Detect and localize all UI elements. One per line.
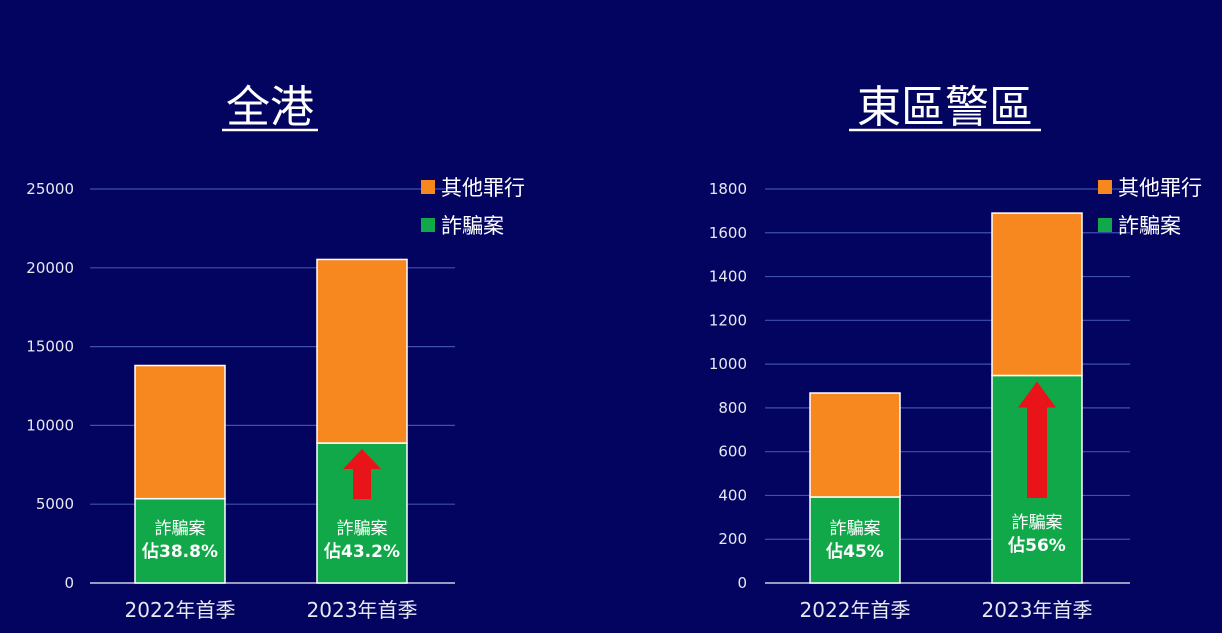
legend-swatch xyxy=(1098,218,1112,232)
chart-panel-hong-kong: 全港0500010000150002000025000詐騙案佔38.8%2022… xyxy=(26,82,525,622)
legend-swatch xyxy=(1098,180,1112,194)
y-tick-label: 400 xyxy=(718,486,747,504)
x-tick-label: 2022年首季 xyxy=(125,598,236,622)
y-tick-label: 800 xyxy=(718,399,747,417)
x-tick-label: 2023年首季 xyxy=(307,598,418,622)
y-tick-label: 10000 xyxy=(26,416,74,434)
legend-label: 詐騙案 xyxy=(441,214,504,238)
chart-title: 東區警區 xyxy=(857,82,1033,133)
y-tick-label: 5000 xyxy=(36,495,74,513)
y-tick-label: 1800 xyxy=(709,180,747,198)
bar-label-line2: 佔45% xyxy=(825,541,884,562)
legend-swatch xyxy=(421,218,435,232)
y-tick-label: 1600 xyxy=(709,224,747,242)
x-tick-label: 2023年首季 xyxy=(982,598,1093,622)
chart-panel-eastern-district: 東區警區 0 200 400 600 800 1000 1200 1400 1600 1800 詐騙案… xyxy=(709,82,1202,622)
y-tick-label: 600 xyxy=(718,443,747,461)
bar-label-line2: 佔56% xyxy=(1007,535,1066,556)
y-tick-label: 200 xyxy=(718,530,747,548)
up-arrow-icon xyxy=(1018,381,1056,498)
y-tick-label: 15000 xyxy=(26,338,74,356)
bar-fraud xyxy=(134,497,226,584)
bar-label-line1: 詐騙案 xyxy=(155,519,206,539)
bar-label-line2: 佔38.8% xyxy=(141,541,218,562)
up-arrow-icon xyxy=(343,449,381,500)
bar-label-line1: 詐騙案 xyxy=(1012,513,1063,533)
legend-swatch xyxy=(421,180,435,194)
y-tick-label: 0 xyxy=(64,574,74,592)
legend-label: 詐騙案 xyxy=(1118,214,1181,238)
y-tick-label: 0 xyxy=(737,574,747,592)
y-tick-label: 1400 xyxy=(709,268,747,286)
bar-other-crime xyxy=(991,212,1083,377)
bar-label-line2: 佔43.2% xyxy=(323,541,400,562)
bar-label-line1: 詐騙案 xyxy=(830,519,881,539)
bar-fraud xyxy=(809,496,901,584)
chart-title: 全港 xyxy=(226,82,314,133)
x-tick-label: 2022年首季 xyxy=(800,598,911,622)
y-tick-label: 1000 xyxy=(709,355,747,373)
y-tick-label: 1200 xyxy=(709,311,747,329)
legend-label: 其他罪行 xyxy=(1118,176,1202,200)
y-tick-label: 20000 xyxy=(26,259,74,277)
y-tick-label: 25000 xyxy=(26,180,74,198)
bar-other-crime xyxy=(316,258,408,444)
legend-label: 其他罪行 xyxy=(441,176,525,200)
bar-other-crime xyxy=(134,364,226,500)
bar-label-line1: 詐騙案 xyxy=(337,519,388,539)
bar-other-crime xyxy=(809,392,901,498)
